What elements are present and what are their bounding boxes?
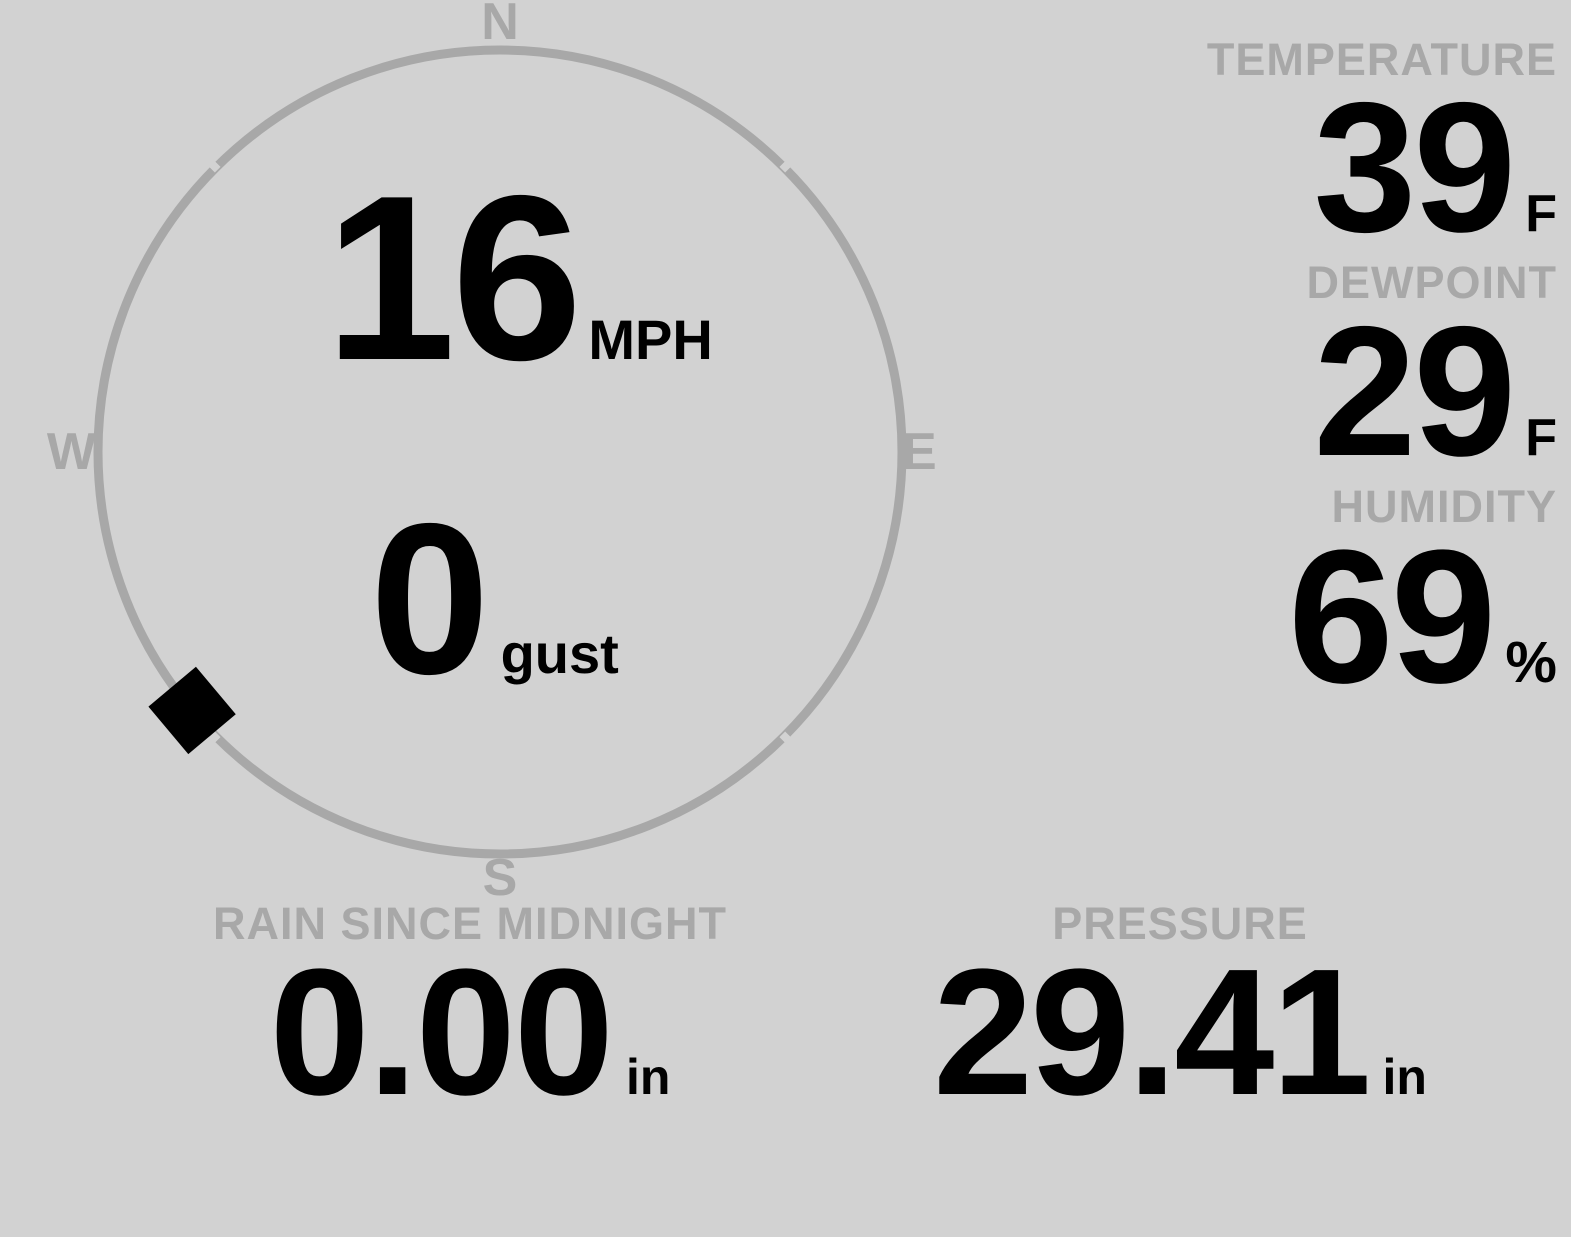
metric-rain-readout: 0.00 in: [120, 932, 820, 1134]
metric-dewpoint-label: DEWPOINT: [1306, 257, 1557, 309]
compass-dial-graphic: [93, 45, 907, 859]
wind-direction-marker: [148, 666, 236, 755]
metric-humidity-readout: 69 %: [997, 511, 1557, 724]
compass-label-west: W: [46, 423, 96, 481]
metric-pressure-readout: 29.41 in: [830, 932, 1530, 1134]
metric-dewpoint-readout: 29 F: [997, 288, 1557, 495]
metric-rain-unit: in: [625, 1049, 671, 1106]
metric-temperature-readout: 39 F: [997, 65, 1557, 272]
metric-temperature-label: TEMPERATURE: [1206, 34, 1557, 85]
wind-gust-label: gust: [500, 622, 619, 685]
metric-temperature-value: 39: [1313, 65, 1516, 272]
metric-humidity-label: HUMIDITY: [1331, 480, 1557, 532]
wind-speed-readout: 16 MPH: [325, 146, 713, 409]
wind-compass-dial[interactable]: N E S W 16 MPH 0 gust: [0, 0, 1000, 910]
metrics-column: TEMPERATURE 39 F DEWPOINT 29 F HUMIDITY …: [997, 34, 1558, 724]
compass-label-north: N: [481, 0, 519, 51]
metric-humidity-value: 69: [1288, 511, 1496, 724]
metric-pressure-unit: in: [1382, 1049, 1427, 1106]
metric-rain-since-midnight[interactable]: RAIN SINCE MIDNIGHT 0.00 in: [120, 898, 820, 1134]
metric-dewpoint-value: 29: [1313, 288, 1516, 495]
compass-ring: [93, 45, 907, 859]
metric-pressure-label: PRESSURE: [1052, 898, 1308, 949]
metric-humidity[interactable]: HUMIDITY 69 %: [997, 480, 1557, 724]
wind-speed-unit: MPH: [588, 308, 713, 371]
compass-tick-marks: [198, 150, 802, 754]
metric-dewpoint[interactable]: DEWPOINT 29 F: [997, 257, 1558, 495]
compass-label-south: S: [482, 849, 518, 907]
wind-gust-value: 0: [370, 478, 490, 719]
wind-speed-value: 16: [325, 146, 582, 409]
metric-rain-label: RAIN SINCE MIDNIGHT: [213, 898, 727, 949]
compass-label-east: E: [902, 423, 937, 481]
metric-pressure-value: 29.41: [933, 932, 1371, 1134]
metric-humidity-unit: %: [1505, 630, 1557, 696]
metric-dewpoint-unit: F: [1525, 408, 1557, 467]
metric-rain-value: 0.00: [269, 932, 614, 1134]
metric-temperature[interactable]: TEMPERATURE 39 F: [997, 34, 1557, 272]
metric-temperature-unit: F: [1525, 185, 1557, 244]
metric-pressure[interactable]: PRESSURE 29.41 in: [830, 898, 1530, 1134]
wind-gust-readout: 0 gust: [370, 478, 619, 719]
